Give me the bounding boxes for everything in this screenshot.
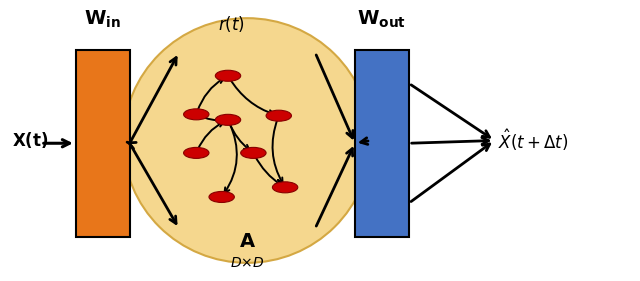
Circle shape (209, 191, 234, 203)
Ellipse shape (124, 18, 371, 263)
Text: $\hat{X}(t + \Delta t)$: $\hat{X}(t + \Delta t)$ (498, 128, 568, 153)
Text: $r(t)$: $r(t)$ (218, 14, 244, 35)
Text: $\mathbf{W_{in}}$: $\mathbf{W_{in}}$ (84, 9, 121, 30)
Circle shape (184, 109, 209, 120)
Text: $\mathbf{W_{out}}$: $\mathbf{W_{out}}$ (357, 9, 406, 30)
Circle shape (273, 182, 298, 193)
Bar (355, 50, 409, 237)
Circle shape (184, 148, 209, 158)
Text: $\mathbf{X(t)}$: $\mathbf{X(t)}$ (12, 130, 49, 151)
Circle shape (266, 110, 291, 121)
Text: $D{\times}D$: $D{\times}D$ (230, 256, 264, 270)
Bar (76, 50, 130, 237)
Circle shape (215, 70, 241, 81)
Text: $\mathbf{A}$: $\mathbf{A}$ (239, 232, 255, 251)
Circle shape (215, 114, 241, 125)
Circle shape (241, 148, 266, 158)
